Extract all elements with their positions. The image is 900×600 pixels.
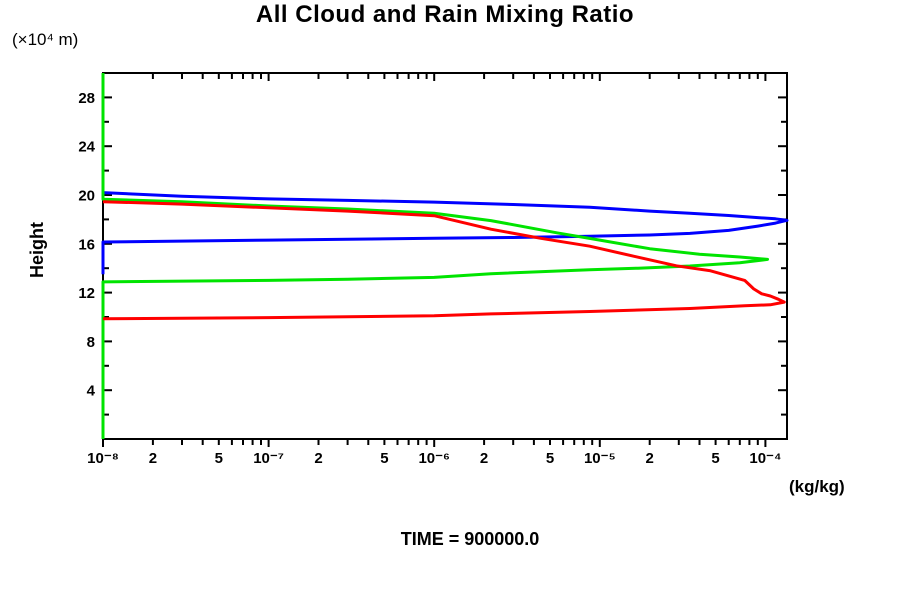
x-tick-label: 2 <box>149 450 157 467</box>
green-curve <box>101 73 769 439</box>
x-tick-label: 10⁻⁴ <box>749 450 781 467</box>
y-tick-label: 28 <box>78 90 95 107</box>
y-tick-label: 12 <box>78 285 95 302</box>
y-tick-label: 20 <box>78 188 95 205</box>
x-tick-label: 10⁻⁵ <box>584 450 616 467</box>
x-tick-label: 5 <box>380 450 388 467</box>
axes-frame <box>102 72 788 440</box>
y-tick-label: 8 <box>87 334 95 351</box>
x-tick-label: 2 <box>480 450 488 467</box>
red-curve <box>102 200 786 321</box>
x-tick-label: 2 <box>646 450 654 467</box>
y-tick-label: 24 <box>78 139 95 156</box>
x-axis-unit-label: (kg/kg) <box>789 477 845 496</box>
x-tick-label: 10⁻⁷ <box>253 450 284 467</box>
x-tick-label: 2 <box>314 450 322 467</box>
axis-tick-labels: 4 8 12 16 20 24 28 10⁻⁸ 2 5 10⁻⁷ 2 5 10⁻⁶ 2 5 10⁻⁵ 2 5 10⁻⁴ <box>78 90 781 467</box>
x-tick-label: 10⁻⁶ <box>418 450 450 467</box>
x-tick-label: 10⁻⁸ <box>87 450 119 467</box>
blue-curve <box>101 191 789 275</box>
x-tick-label: 5 <box>711 450 719 467</box>
data-series <box>101 73 789 439</box>
axis-ticks <box>102 72 787 447</box>
x-tick-label: 5 <box>546 450 554 467</box>
y-tick-label: 4 <box>87 383 96 400</box>
time-caption: TIME = 900000.0 <box>400 529 540 549</box>
y-tick-label: 16 <box>78 236 95 253</box>
x-tick-label: 5 <box>215 450 223 467</box>
y-axis-unit-label: (×10⁴ m) <box>12 30 79 49</box>
chart-title: All Cloud and Rain Mixing Ratio <box>255 1 635 28</box>
